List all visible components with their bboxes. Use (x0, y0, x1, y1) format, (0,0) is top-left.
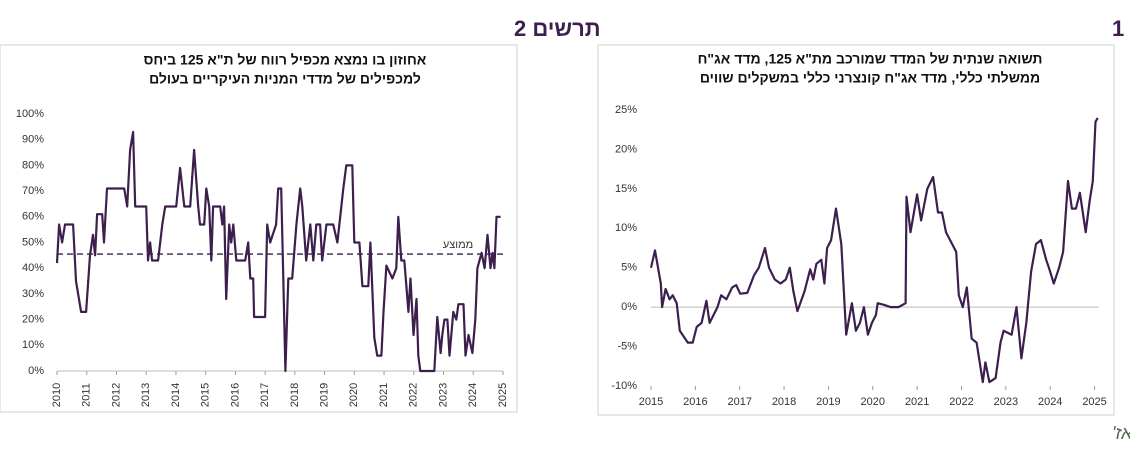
y-tick-label: 10% (22, 339, 44, 351)
y-tick-label: 0% (28, 365, 44, 377)
x-tick-label: 2015 (200, 383, 212, 407)
chart-1-frame (597, 44, 1115, 416)
y-tick-label: 10% (615, 222, 637, 234)
x-tick-label: 2017 (727, 396, 751, 408)
source: מקור: Bloomberg, מיטב ברוקראז' (1112, 423, 1130, 443)
x-tick-label: 2014 (170, 383, 182, 407)
y-tick-label: -10% (611, 380, 637, 392)
data-line (55, 130, 501, 373)
x-tick-label: 2024 (467, 383, 479, 407)
x-tick-label: 2012 (110, 383, 122, 407)
chart-title: ממשלתי כללי, מדד אג"ח קונצרני כללי במשקל… (700, 70, 1040, 86)
y-tick-label: -5% (617, 340, 637, 352)
x-tick-label: 2011 (81, 383, 93, 407)
chart-heading: תרשים 1 (1112, 16, 1130, 41)
x-tick-label: 2021 (378, 383, 390, 407)
x-tick-label: 2015 (639, 396, 663, 408)
chart-title: אחוזון בו נמצא מכפיל רווח של ת"א 125 ביח… (144, 52, 427, 68)
x-tick-label: 2020 (348, 383, 360, 407)
chart-heading: תרשים 2 (514, 16, 601, 41)
y-tick-label: 20% (22, 314, 44, 326)
chart-title: למכפילים של מדדי המניות העיקריים בעולם (149, 71, 421, 87)
data-line (649, 117, 1099, 384)
y-tick-label: 30% (22, 288, 44, 300)
y-tick-label: 90% (22, 134, 44, 146)
y-tick-label: 80% (22, 159, 44, 171)
x-tick-label: 2018 (289, 383, 301, 407)
x-tick-label: 2018 (772, 396, 796, 408)
x-tick-label: 2025 (497, 383, 509, 407)
x-tick-label: 2010 (51, 383, 63, 407)
y-tick-label: 5% (621, 262, 637, 274)
x-tick-label: 2023 (994, 396, 1018, 408)
y-tick-label: 15% (615, 183, 637, 195)
chart-title: תשואה שנתית של המדד שמורכב מת"א 125, מדד… (698, 51, 1043, 67)
x-tick-label: 2021 (905, 396, 929, 408)
x-tick-label: 2025 (1082, 396, 1106, 408)
x-tick-label: 2016 (229, 383, 241, 407)
y-tick-label: 40% (22, 262, 44, 274)
chart-2-frame (0, 44, 518, 413)
x-tick-label: 2017 (259, 383, 271, 407)
x-tick-label: 2013 (140, 383, 152, 407)
y-tick-label: 60% (22, 211, 44, 223)
y-tick-label: 100% (16, 108, 44, 120)
x-tick-label: 2020 (861, 396, 885, 408)
x-tick-label: 2022 (949, 396, 973, 408)
y-tick-label: 20% (615, 143, 637, 155)
y-tick-label: 25% (615, 104, 637, 116)
y-tick-label: 50% (22, 236, 44, 248)
x-tick-label: 2023 (437, 383, 449, 407)
x-tick-label: 2016 (683, 396, 707, 408)
x-tick-label: 2019 (319, 383, 331, 407)
reference-label: ממוצע (443, 239, 473, 251)
x-tick-label: 2024 (1038, 396, 1062, 408)
y-tick-label: 70% (22, 185, 44, 197)
x-tick-label: 2019 (816, 396, 840, 408)
x-tick-label: 2022 (408, 383, 420, 407)
y-tick-label: 0% (621, 301, 637, 313)
